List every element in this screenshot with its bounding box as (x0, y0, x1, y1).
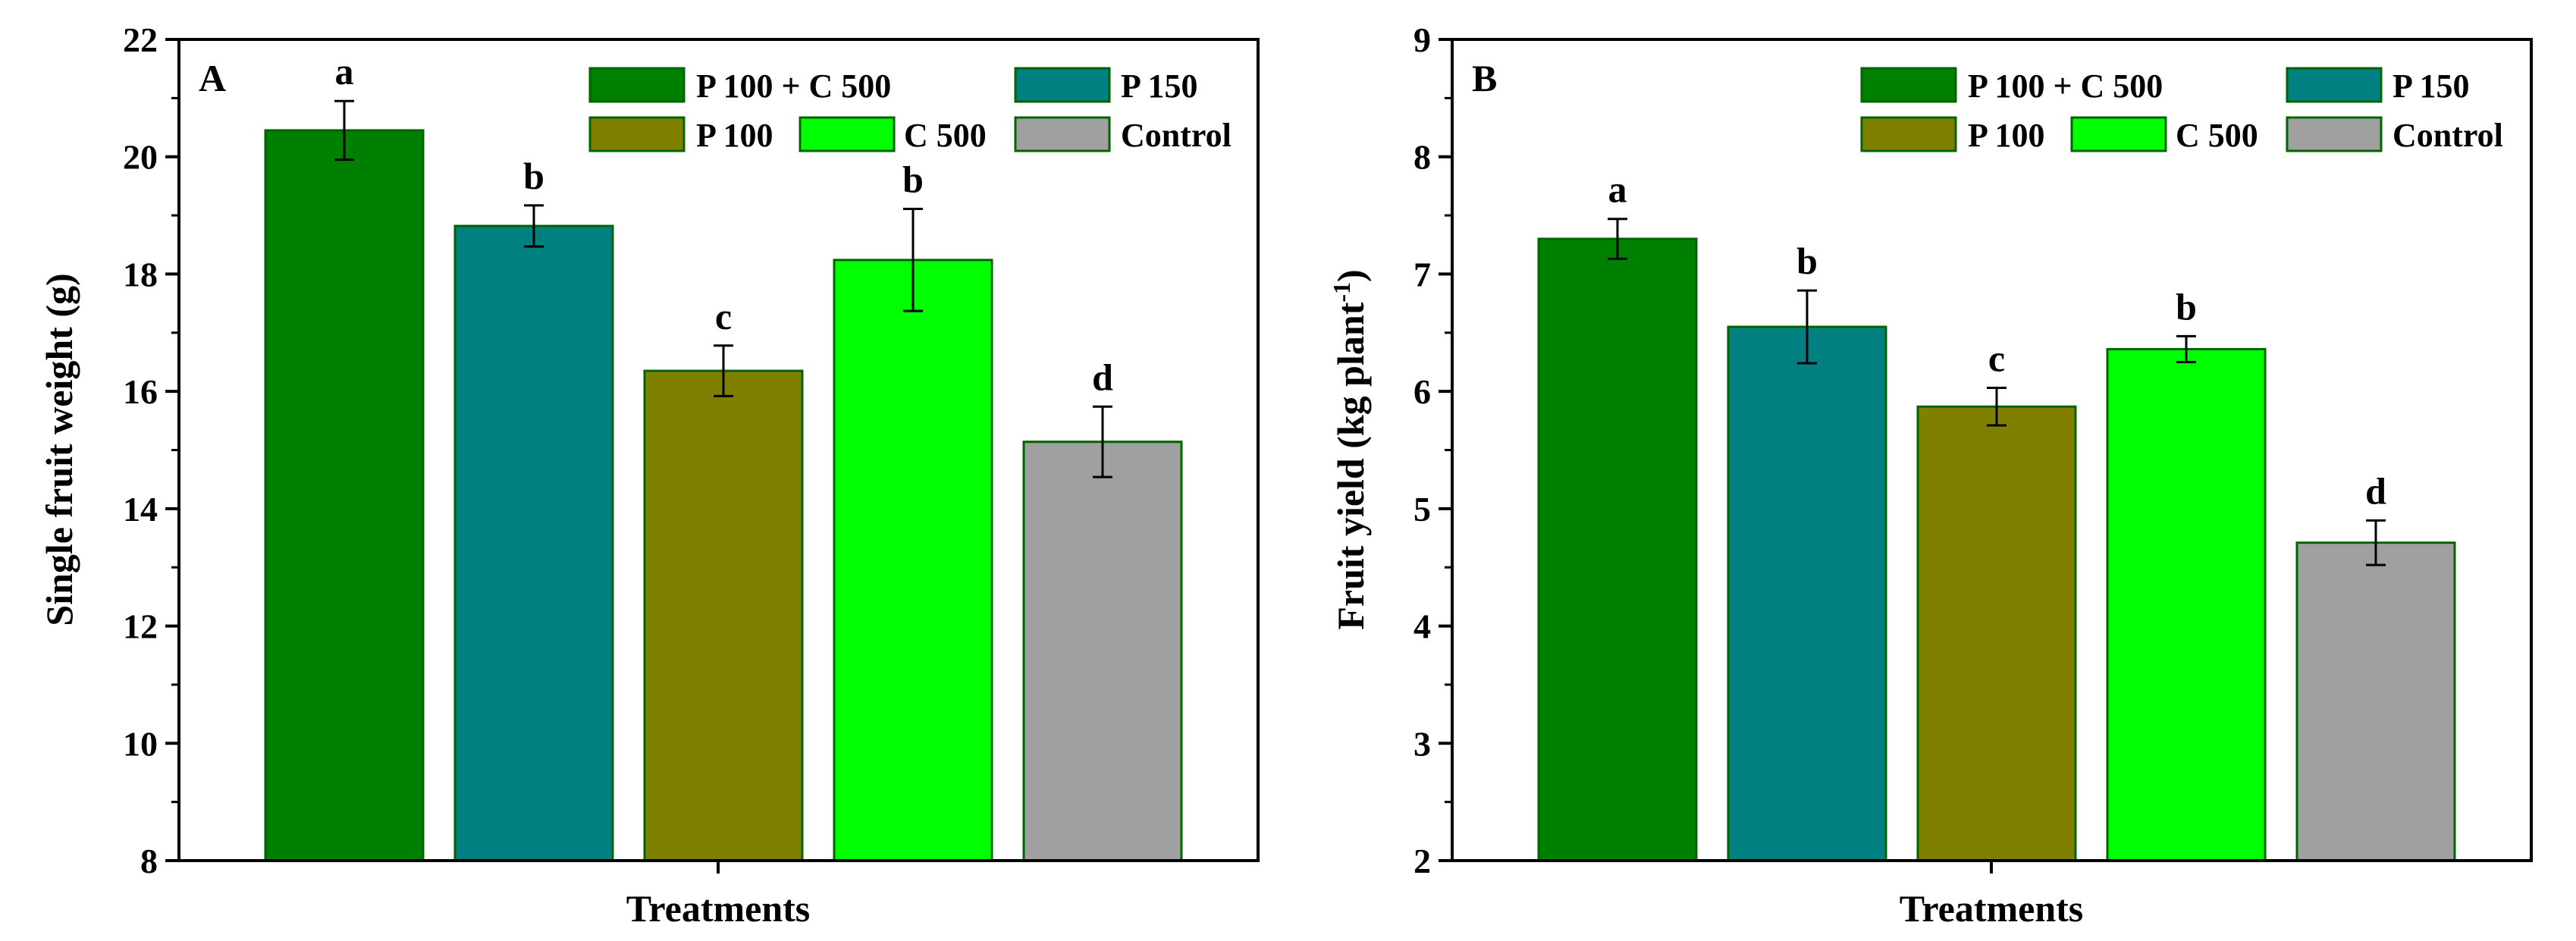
legend: P 100 + C 500 P 150 P 100 C 500 Control (588, 67, 1232, 154)
significance-letter: b (902, 158, 924, 201)
legend-label: P 150 (1121, 67, 1197, 105)
x-axis-title: Treatments (1900, 887, 2084, 930)
legend-swatch (1860, 67, 1957, 103)
bar (643, 369, 804, 862)
panel-a: 8 10 12 14 16 18 20 22 a b c b d A Single fruit wei… (38, 20, 1260, 930)
y-axis-ticks: 2 3 4 5 6 7 8 9 (1414, 20, 1452, 880)
significance-letters: a b c b d (335, 50, 1114, 398)
significance-letter: a (1608, 168, 1627, 211)
significance-letter: d (2365, 469, 2386, 512)
significance-letter: c (715, 295, 732, 337)
y-tick-label: 5 (1414, 490, 1431, 529)
legend-swatch (2286, 67, 2383, 103)
legend-item: P 100 (588, 116, 773, 154)
y-tick-label: 8 (1414, 138, 1431, 177)
significance-letter: b (1796, 240, 1818, 282)
y-tick-label: 22 (123, 20, 158, 59)
bar (1916, 405, 2077, 862)
legend-label: C 500 (2176, 117, 2258, 154)
legend-item: P 150 (1014, 67, 1197, 105)
legend-swatch (799, 116, 896, 152)
legend-item: C 500 (2070, 116, 2258, 154)
y-tick-label: 6 (1414, 372, 1431, 411)
legend-label: P 150 (2392, 67, 2469, 105)
legend-label: Control (1121, 117, 1232, 154)
bars (1537, 237, 2456, 862)
y-tick-label: 2 (1414, 842, 1431, 880)
legend-item: C 500 (799, 116, 987, 154)
legend-label: P 100 (696, 117, 773, 154)
legend-label: P 100 + C 500 (696, 67, 891, 105)
significance-letter: d (1092, 356, 1113, 398)
y-tick-label: 7 (1414, 255, 1431, 293)
significance-letter: b (523, 155, 544, 197)
y-tick-label: 9 (1414, 20, 1431, 59)
legend-item: P 150 (2286, 67, 2469, 105)
error-bars (1608, 218, 2386, 566)
y-tick-label: 20 (123, 138, 158, 177)
error-bars (334, 99, 1112, 478)
legend-swatch (2286, 116, 2383, 152)
legend-swatch (588, 67, 686, 103)
legend-swatch (588, 116, 686, 152)
legend-swatch (1860, 116, 1957, 152)
significance-letter: b (2176, 285, 2197, 328)
legend-item: P 100 (1860, 116, 2044, 154)
legend-item: P 100 + C 500 (1860, 67, 2163, 105)
bar (833, 259, 993, 862)
significance-letter: c (1988, 337, 2005, 380)
significance-letter: a (335, 50, 354, 93)
bar (1727, 325, 1887, 862)
bar (453, 224, 614, 862)
bars (264, 129, 1183, 862)
y-tick-label: 16 (123, 372, 158, 411)
legend-item: P 100 + C 500 (588, 67, 891, 105)
y-axis-title-close: ) (1329, 269, 1372, 282)
y-axis-title: Single fruit weight (g) (38, 273, 80, 626)
legend-label: C 500 (904, 117, 987, 154)
y-axis-title: Fruit yield (kg plant-1) (1328, 269, 1372, 629)
bar (2106, 347, 2267, 862)
y-tick-label: 3 (1414, 724, 1431, 763)
y-tick-label: 4 (1414, 607, 1431, 646)
legend-label: P 100 + C 500 (1968, 67, 2163, 105)
panel-b: 2 3 4 5 6 7 8 9 a b c b d B Fruit yield (kg plant-1… (1328, 20, 2533, 930)
legend-label: P 100 (1968, 117, 2044, 154)
bar (1537, 237, 1698, 862)
bar (1022, 441, 1183, 862)
x-axis-title: Treatments (626, 887, 811, 930)
y-tick-label: 10 (123, 724, 158, 763)
y-tick-label: 14 (123, 490, 158, 529)
y-axis-ticks: 8 10 12 14 16 18 20 22 (123, 20, 179, 880)
panel-label: A (199, 57, 226, 99)
legend-item: Control (1014, 116, 1232, 154)
bar (2295, 541, 2456, 862)
y-tick-label: 12 (123, 607, 158, 646)
legend-swatch (1014, 67, 1111, 103)
legend-swatch (1014, 116, 1111, 152)
legend: P 100 + C 500 P 150 P 100 C 500 Control (1860, 67, 2503, 154)
legend-swatch (2070, 116, 2167, 152)
y-tick-label: 18 (123, 255, 158, 293)
legend-label: Control (2392, 117, 2503, 154)
y-axis-title-main: Fruit yield (kg plant (1329, 302, 1372, 629)
panel-label: B (1472, 57, 1497, 99)
bar (264, 129, 425, 862)
significance-letters: a b c b d (1608, 168, 2387, 513)
legend-item: Control (2286, 116, 2503, 154)
y-tick-label: 8 (140, 842, 158, 880)
y-axis-title-superscript: -1 (1328, 282, 1355, 303)
